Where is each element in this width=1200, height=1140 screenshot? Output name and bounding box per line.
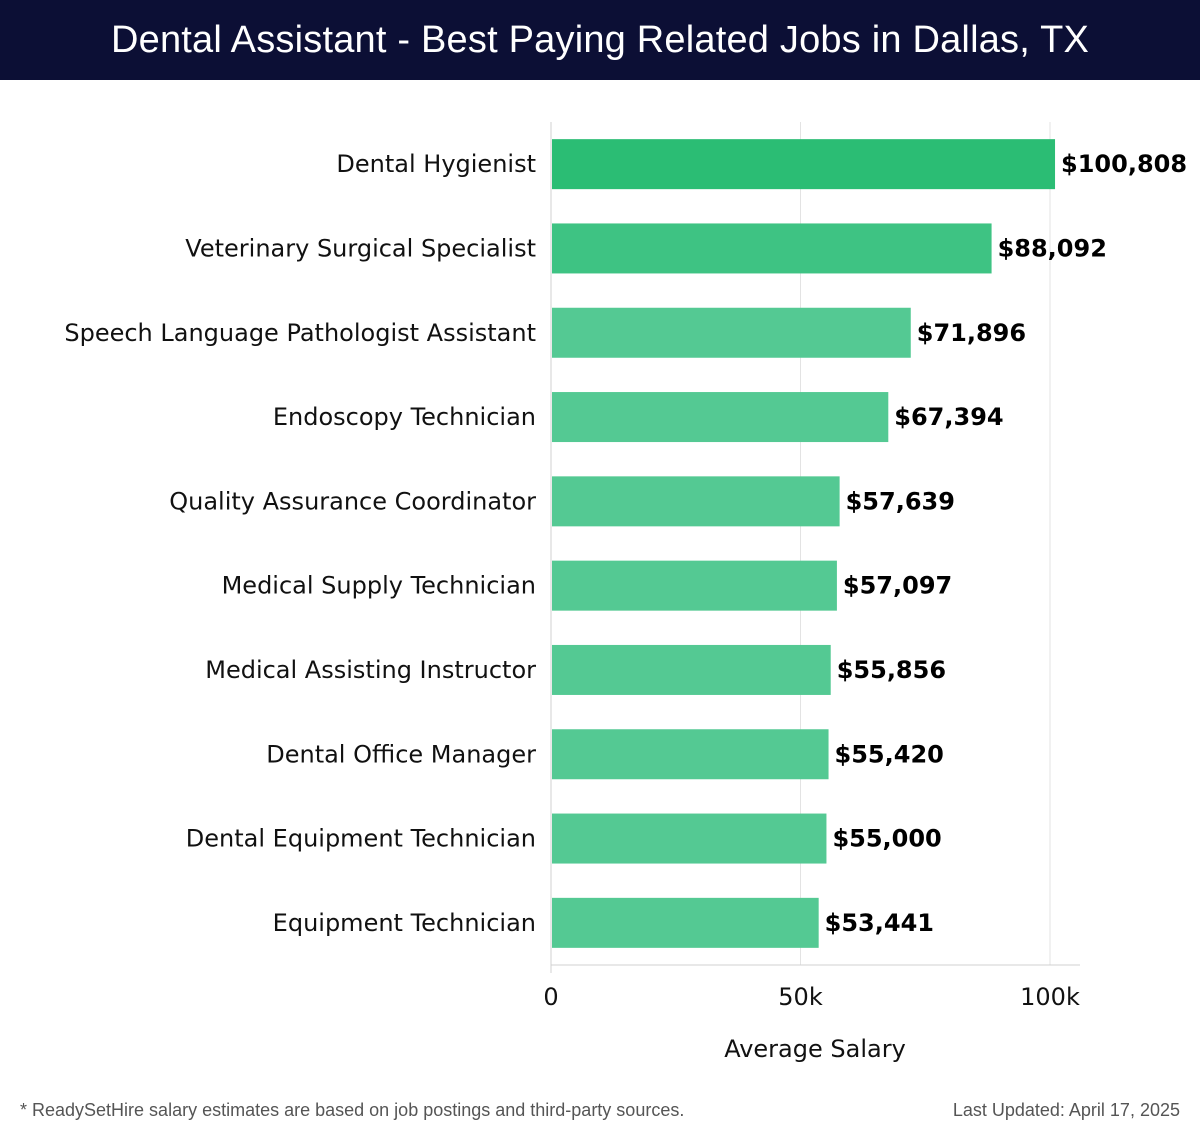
category-label-2: Veterinary Surgical Specialist (185, 234, 536, 262)
value-label-2: $88,092 (998, 234, 1107, 262)
chart-title: Dental Assistant - Best Paying Related J… (110, 18, 1090, 61)
value-label-5: $57,639 (846, 487, 955, 515)
value-label-8: $55,420 (835, 740, 944, 768)
x-tick-label-100k: 100k (1020, 983, 1080, 1011)
category-label-8: Dental Office Manager (266, 740, 536, 768)
category-label-1: Dental Hygienist (336, 150, 536, 178)
value-label-7: $55,856 (837, 656, 946, 684)
category-label-7: Medical Assisting Instructor (205, 656, 536, 684)
bar-8 (552, 729, 829, 780)
value-label-6: $57,097 (843, 572, 952, 600)
bar-3 (552, 307, 911, 358)
value-label-1: $100,808 (1061, 150, 1187, 178)
chart-header: Dental Assistant - Best Paying Related J… (0, 0, 1200, 80)
bar-4 (552, 392, 889, 443)
bar-9 (552, 813, 827, 864)
category-label-6: Medical Supply Technician (222, 572, 536, 600)
category-label-4: Endoscopy Technician (273, 403, 536, 431)
category-label-5: Quality Assurance Coordinator (169, 487, 536, 515)
bar-6 (552, 560, 837, 611)
bar-1 (552, 139, 1056, 190)
x-axis-label: Average Salary (724, 1035, 906, 1063)
bar-chart: Dental Hygienist $100,808 Veterinary Surgi… (64, 122, 1187, 1063)
x-tick-label-50k: 50k (778, 983, 823, 1011)
bar-5 (552, 476, 840, 527)
bar-10 (552, 897, 819, 948)
bar-2 (552, 223, 992, 274)
value-label-10: $53,441 (825, 909, 934, 937)
category-label-9: Dental Equipment Technician (186, 825, 536, 853)
category-label-3: Speech Language Pathologist Assistant (64, 319, 536, 347)
value-label-3: $71,896 (917, 319, 1026, 347)
value-label-4: $67,394 (894, 403, 1003, 431)
x-tick-label-0: 0 (543, 983, 558, 1011)
value-label-9: $55,000 (832, 825, 941, 853)
bar-7 (552, 644, 831, 695)
last-updated: Last Updated: April 17, 2025 (952, 1100, 1180, 1120)
category-label-10: Equipment Technician (273, 909, 536, 937)
footnote: * ReadySetHire salary estimates are base… (20, 1100, 685, 1120)
